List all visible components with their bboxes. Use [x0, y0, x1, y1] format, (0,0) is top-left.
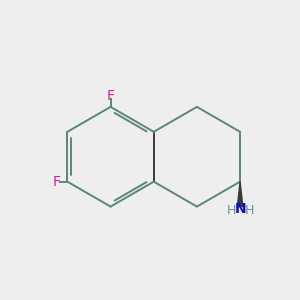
Text: H: H: [226, 204, 236, 217]
Polygon shape: [237, 182, 243, 207]
Text: F: F: [52, 175, 60, 189]
Text: H: H: [244, 204, 254, 217]
Text: N: N: [234, 202, 246, 216]
Text: F: F: [106, 89, 115, 103]
